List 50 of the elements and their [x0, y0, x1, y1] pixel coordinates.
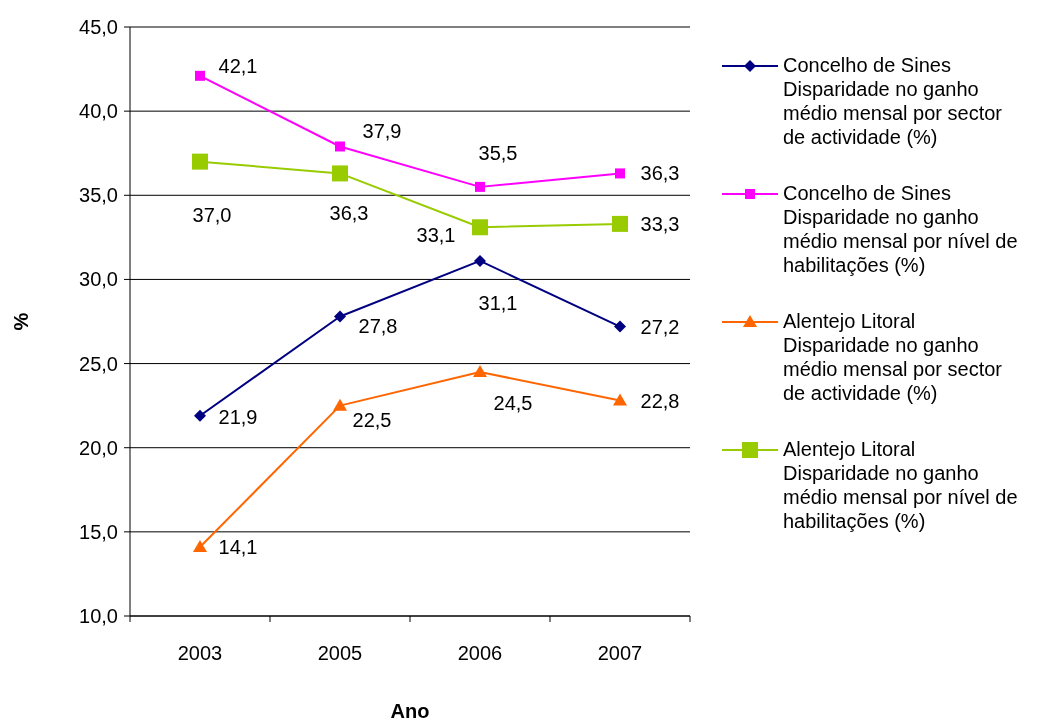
point — [193, 540, 207, 552]
point — [612, 215, 628, 232]
data-label: 27,2 — [640, 315, 680, 338]
data-label: 22,5 — [352, 408, 392, 431]
data-label: 24,5 — [493, 391, 533, 414]
y-tick-label: 30,0 — [79, 268, 118, 291]
x-tick-label: 2005 — [317, 642, 363, 664]
data-label: 33,1 — [416, 224, 456, 247]
y-tick-label: 10,0 — [79, 605, 118, 627]
legend-label: Concelho de Sines Disparidade no ganho médio mensal por sector de actividade (%) — [783, 54, 1003, 148]
y-tick-label: 40,0 — [79, 100, 118, 123]
y-axis-title: % — [10, 312, 32, 331]
point — [333, 398, 347, 411]
data-label: 42,1 — [218, 54, 258, 77]
x-axis-title: Ano — [390, 700, 430, 722]
point — [195, 70, 205, 81]
point — [474, 254, 486, 267]
point — [192, 153, 208, 170]
point — [475, 181, 485, 192]
x-tick-label: 2006 — [457, 642, 503, 664]
data-label: 31,1 — [478, 291, 518, 314]
y-tick-label: 20,0 — [79, 436, 118, 459]
legend-label: Alentejo Litoral Disparidade no ganho médio mensal por nível de habilitações (%) — [783, 438, 1018, 532]
data-label: 22,8 — [640, 389, 680, 412]
legend-label: Alentejo Litoral Disparidade no ganho médio mensal por sector de actividade (%) — [783, 310, 1003, 404]
point — [194, 409, 206, 422]
data-label: 36,3 — [329, 202, 369, 225]
y-tick-label: 25,0 — [79, 352, 118, 375]
point — [335, 141, 345, 152]
y-tick-label: 15,0 — [79, 520, 118, 543]
y-tick-label: 35,0 — [79, 184, 118, 207]
x-tick-label: 2003 — [177, 642, 223, 664]
data-label: 36,3 — [640, 162, 680, 185]
point — [472, 219, 488, 236]
point — [614, 320, 626, 333]
point — [332, 165, 348, 182]
data-label: 14,1 — [218, 536, 258, 558]
data-label: 21,9 — [218, 405, 258, 428]
legend-label: Concelho de Sines Disparidade no ganho médio mensal por nível de habilitações (%) — [783, 182, 1018, 276]
data-label: 33,3 — [640, 212, 680, 235]
y-tick-label: 45,0 — [79, 16, 118, 38]
data-label: 37,0 — [192, 203, 232, 226]
data-label: 27,8 — [358, 315, 398, 338]
data-label: 35,5 — [478, 141, 518, 164]
x-tick-label: 2007 — [597, 642, 643, 664]
point — [334, 310, 346, 323]
data-label: 37,9 — [362, 120, 402, 143]
point — [615, 168, 625, 179]
point — [613, 393, 627, 406]
point — [473, 364, 487, 377]
